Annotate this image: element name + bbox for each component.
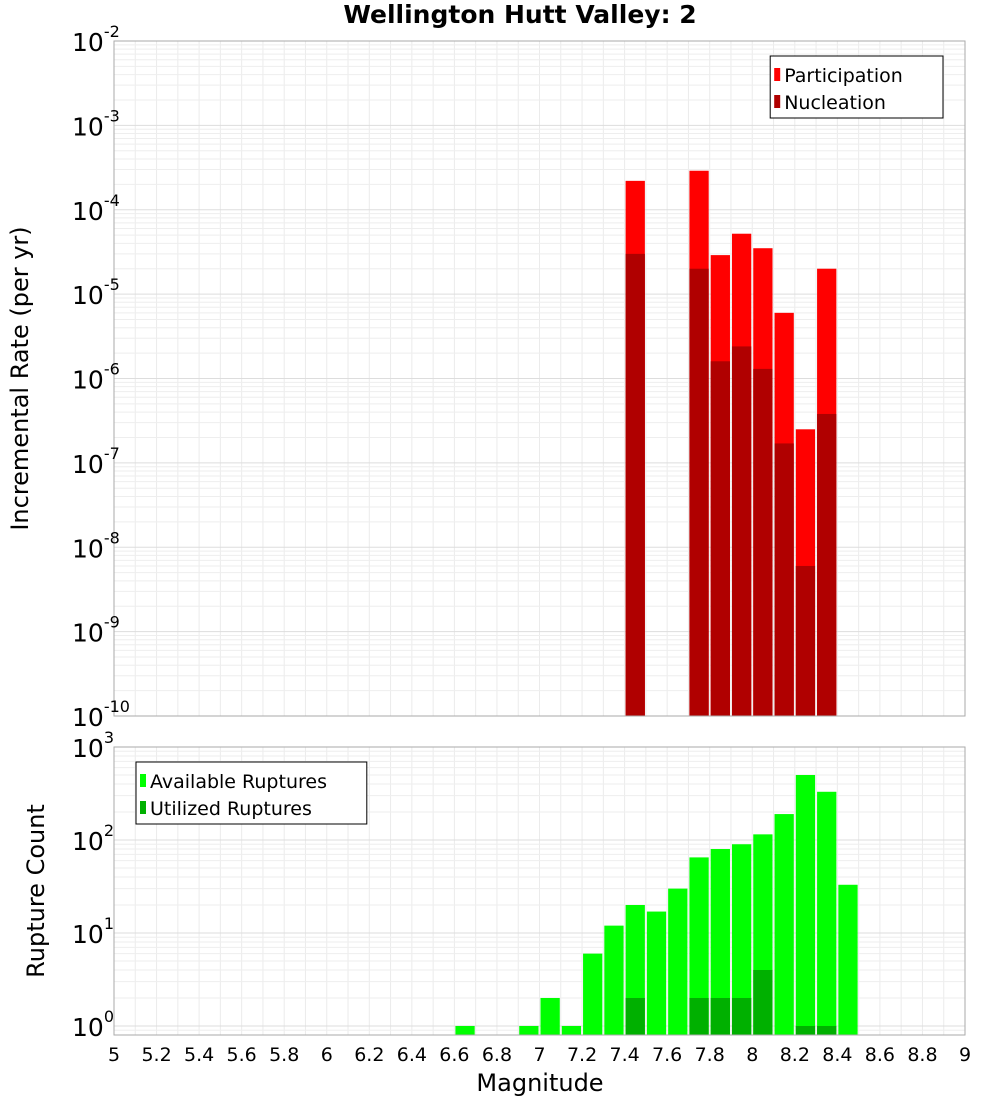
bar xyxy=(519,1025,539,1035)
x-tick-label: 7 xyxy=(533,1044,545,1066)
y-axis-label: Rupture Count xyxy=(22,804,50,978)
y-tick-label: 101 xyxy=(72,914,114,949)
legend-label: Available Ruptures xyxy=(150,771,327,793)
bar xyxy=(710,849,730,1035)
y-tick-label: 10-10 xyxy=(72,697,130,732)
x-tick-label: 8.2 xyxy=(780,1044,810,1066)
x-axis-label: Magnitude xyxy=(476,1069,603,1097)
y-tick-label: 10-2 xyxy=(72,22,120,57)
plot-frame xyxy=(113,40,966,717)
bar xyxy=(455,1025,475,1035)
bar xyxy=(646,911,667,1035)
bottom-panel: 100 101 102 103 Rupture Count Available Ruptu… xyxy=(22,728,966,1042)
legend-box xyxy=(769,55,944,119)
bar xyxy=(817,413,837,716)
x-tick-label: 6.4 xyxy=(397,1044,427,1066)
bar xyxy=(817,791,837,1035)
bar xyxy=(731,844,752,1035)
y-tick-label: 10-4 xyxy=(72,191,120,226)
y-tick-label: 10-5 xyxy=(72,275,120,310)
bar xyxy=(625,253,645,716)
bar xyxy=(795,774,816,1035)
x-tick-label: 5.6 xyxy=(227,1044,257,1066)
bar xyxy=(625,997,645,1035)
y-tick-label: 103 xyxy=(72,728,114,763)
bar xyxy=(774,814,794,1035)
bar xyxy=(689,997,709,1035)
bar xyxy=(689,268,709,716)
legend-label: Participation xyxy=(784,65,903,87)
legend: Available Ruptures Utilized Ruptures xyxy=(135,761,368,825)
legend-swatch xyxy=(774,95,781,108)
y-axis-label: Incremental Rate (per yr) xyxy=(6,226,34,530)
legend-label: Nucleation xyxy=(784,92,886,114)
bar xyxy=(795,1025,816,1035)
bar xyxy=(731,346,752,716)
bar xyxy=(604,925,624,1035)
y-tick-label: 10-6 xyxy=(72,360,120,395)
x-tick-label: 8.8 xyxy=(907,1044,937,1066)
x-tick-label: 6.6 xyxy=(439,1044,469,1066)
x-tick-label: 5.2 xyxy=(141,1044,171,1066)
y-tick-label: 10-9 xyxy=(72,613,120,648)
bar xyxy=(710,997,730,1035)
x-tick-label: 5 xyxy=(108,1044,120,1066)
x-tick-label: 6.2 xyxy=(354,1044,384,1066)
x-tick-label: 7.4 xyxy=(609,1044,639,1066)
x-tick-label: 8 xyxy=(746,1044,758,1066)
legend-swatch xyxy=(140,774,146,787)
legend: Participation Nucleation xyxy=(769,55,944,119)
x-axis: 5 5.2 5.4 5.6 5.8 6 6.2 6.4 6.6 6.8 7 7.2 7.4 7.6 7.8 8… xyxy=(108,1044,971,1066)
x-tick-label: 7.2 xyxy=(567,1044,597,1066)
x-tick-label: 9 xyxy=(959,1044,971,1066)
x-tick-label: 8.6 xyxy=(865,1044,895,1066)
x-tick-label: 6.8 xyxy=(482,1044,512,1066)
y-tick-label: 100 xyxy=(72,1007,114,1042)
bar xyxy=(753,969,773,1035)
bar xyxy=(753,368,773,716)
y-tick-label: 102 xyxy=(72,821,114,856)
bar xyxy=(689,857,709,1035)
x-tick-label: 5.4 xyxy=(184,1044,214,1066)
y-tick-label: 10-3 xyxy=(72,106,120,141)
bar xyxy=(774,443,794,716)
top-panel: 10-10 10-9 10-8 10-7 10-6 10-5 10-4 10-3 10-2 Inc… xyxy=(6,22,966,732)
y-tick-label: 10-8 xyxy=(72,528,120,563)
x-tick-label: 5.8 xyxy=(269,1044,299,1066)
legend-swatch xyxy=(140,801,146,814)
bar xyxy=(561,1025,582,1035)
x-tick-label: 7.6 xyxy=(652,1044,682,1066)
legend-swatch xyxy=(774,68,781,81)
bar xyxy=(795,565,816,716)
x-tick-label: 8.4 xyxy=(822,1044,852,1066)
bar xyxy=(817,1025,837,1035)
chart-title: Wellington Hutt Valley: 2 xyxy=(343,0,696,29)
plot-frame xyxy=(113,746,966,1036)
x-tick-label: 7.8 xyxy=(695,1044,725,1066)
bar xyxy=(540,997,560,1035)
bar xyxy=(838,884,858,1035)
bar xyxy=(668,888,688,1035)
x-tick-label: 6 xyxy=(321,1044,333,1066)
y-tick-label: 10-7 xyxy=(72,444,120,479)
legend-box xyxy=(135,761,368,825)
bar xyxy=(583,953,603,1035)
legend-label: Utilized Ruptures xyxy=(150,798,312,820)
bar xyxy=(731,997,752,1035)
bar xyxy=(710,361,730,716)
